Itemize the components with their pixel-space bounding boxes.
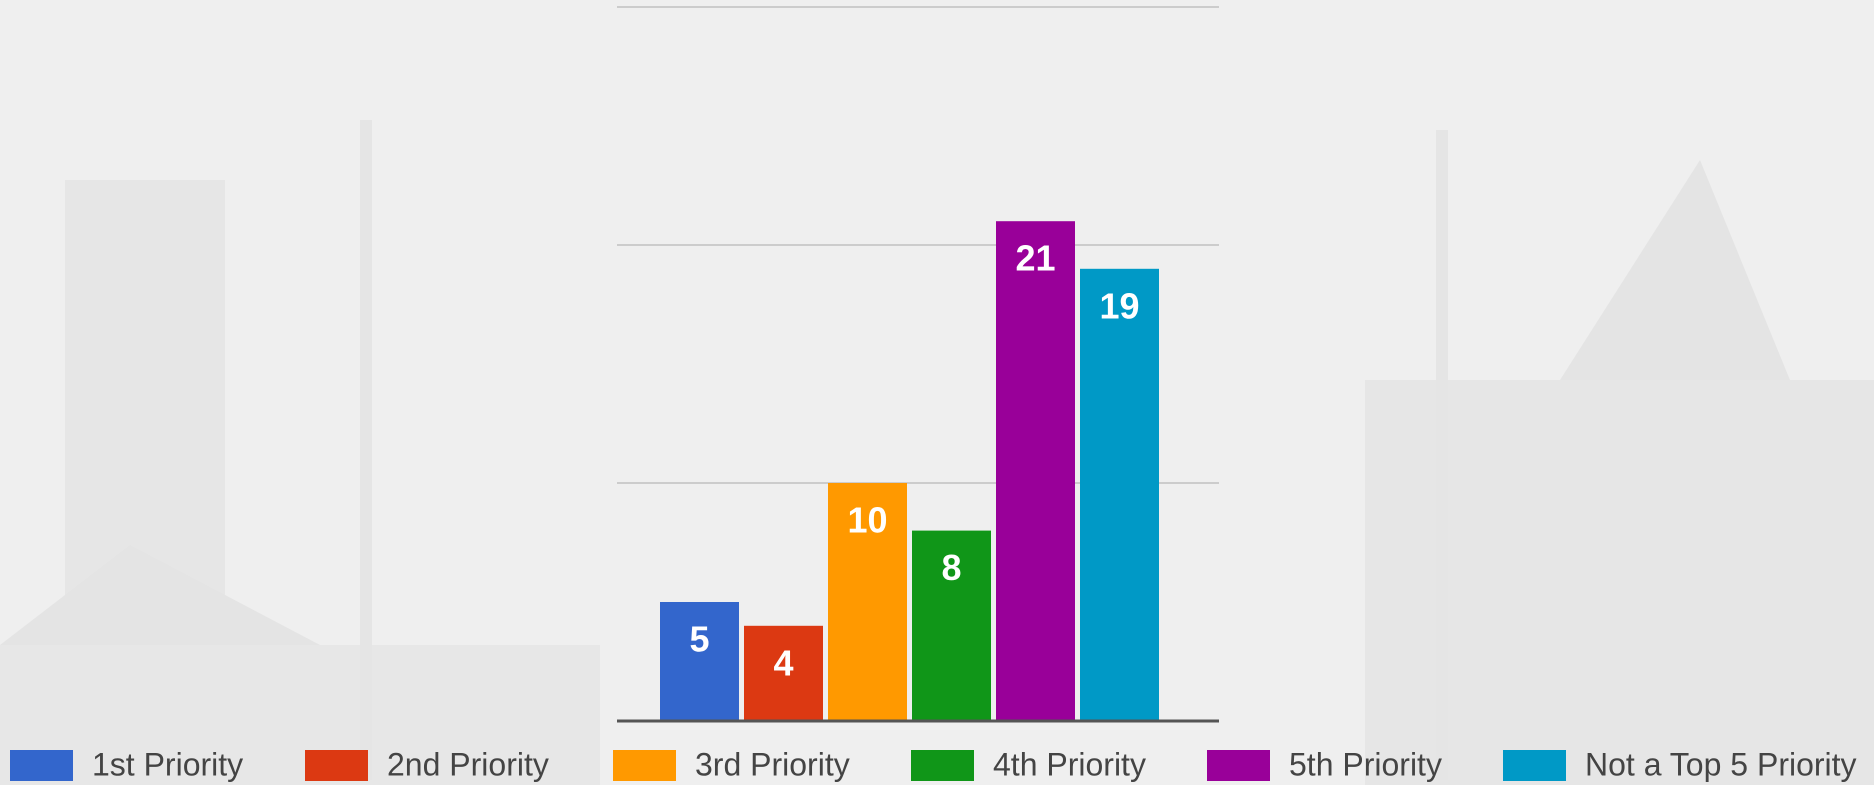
legend-label: 5th Priority xyxy=(1289,746,1442,782)
bar xyxy=(1080,269,1159,721)
legend-swatch xyxy=(10,750,73,781)
chart: 5 4 10 8 21 19 1st Priority 2nd Priority 3rd Pri… xyxy=(0,0,1874,785)
legend-label: 4th Priority xyxy=(993,746,1146,782)
value-label: 19 xyxy=(1099,285,1139,326)
legend-label: 1st Priority xyxy=(92,746,243,782)
value-label: 8 xyxy=(941,547,961,588)
page: 5 4 10 8 21 19 1st Priority 2nd Priority 3rd Pri… xyxy=(0,0,1874,785)
legend-label: Not a Top 5 Priority xyxy=(1585,746,1857,782)
value-label: 21 xyxy=(1015,238,1055,279)
legend-swatch xyxy=(305,750,368,781)
legend-label: 2nd Priority xyxy=(387,746,549,782)
legend-swatch xyxy=(1207,750,1270,781)
value-label: 4 xyxy=(773,642,793,683)
value-label: 10 xyxy=(847,500,887,541)
bar xyxy=(996,221,1075,721)
legend-label: 3rd Priority xyxy=(695,746,850,782)
legend-swatch xyxy=(1503,750,1566,781)
legend-swatch xyxy=(911,750,974,781)
value-label: 5 xyxy=(689,619,709,660)
legend-swatch xyxy=(613,750,676,781)
